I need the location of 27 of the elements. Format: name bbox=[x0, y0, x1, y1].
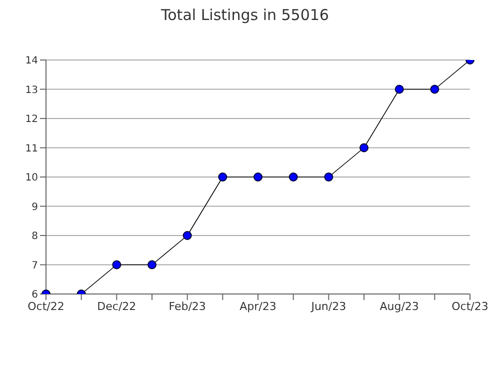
x-tick-label: Jun/23 bbox=[310, 300, 346, 313]
point bbox=[288, 172, 298, 182]
y-tick-label: 11 bbox=[25, 143, 38, 154]
x-tick-label: Feb/23 bbox=[168, 300, 206, 313]
y-tick-label: 14 bbox=[25, 56, 38, 67]
y-tick-label: 10 bbox=[25, 172, 38, 184]
x-tick-label: Oct/23 bbox=[452, 300, 488, 313]
chart-title: Total Listings in 55016 bbox=[160, 6, 330, 24]
y-tick-label: 13 bbox=[25, 84, 38, 96]
point bbox=[218, 172, 228, 182]
y-tick-label: 9 bbox=[32, 202, 38, 213]
point bbox=[112, 260, 122, 270]
y-tick-label: 6 bbox=[32, 290, 38, 301]
y-tick-label: 12 bbox=[25, 114, 38, 126]
point bbox=[182, 231, 192, 240]
point bbox=[430, 84, 440, 94]
point bbox=[254, 172, 262, 182]
point bbox=[148, 260, 156, 270]
point bbox=[324, 172, 334, 182]
x-tick-label: Aug/23 bbox=[380, 300, 419, 313]
y-tick-label: 7 bbox=[32, 260, 38, 272]
y-tick-label: 8 bbox=[32, 231, 38, 242]
point bbox=[360, 143, 368, 152]
point bbox=[394, 84, 404, 94]
x-tick-label: Dec/22 bbox=[97, 300, 136, 313]
x-tick-label: Apr/23 bbox=[240, 300, 276, 313]
x-tick-label: Oct/22 bbox=[28, 300, 64, 313]
